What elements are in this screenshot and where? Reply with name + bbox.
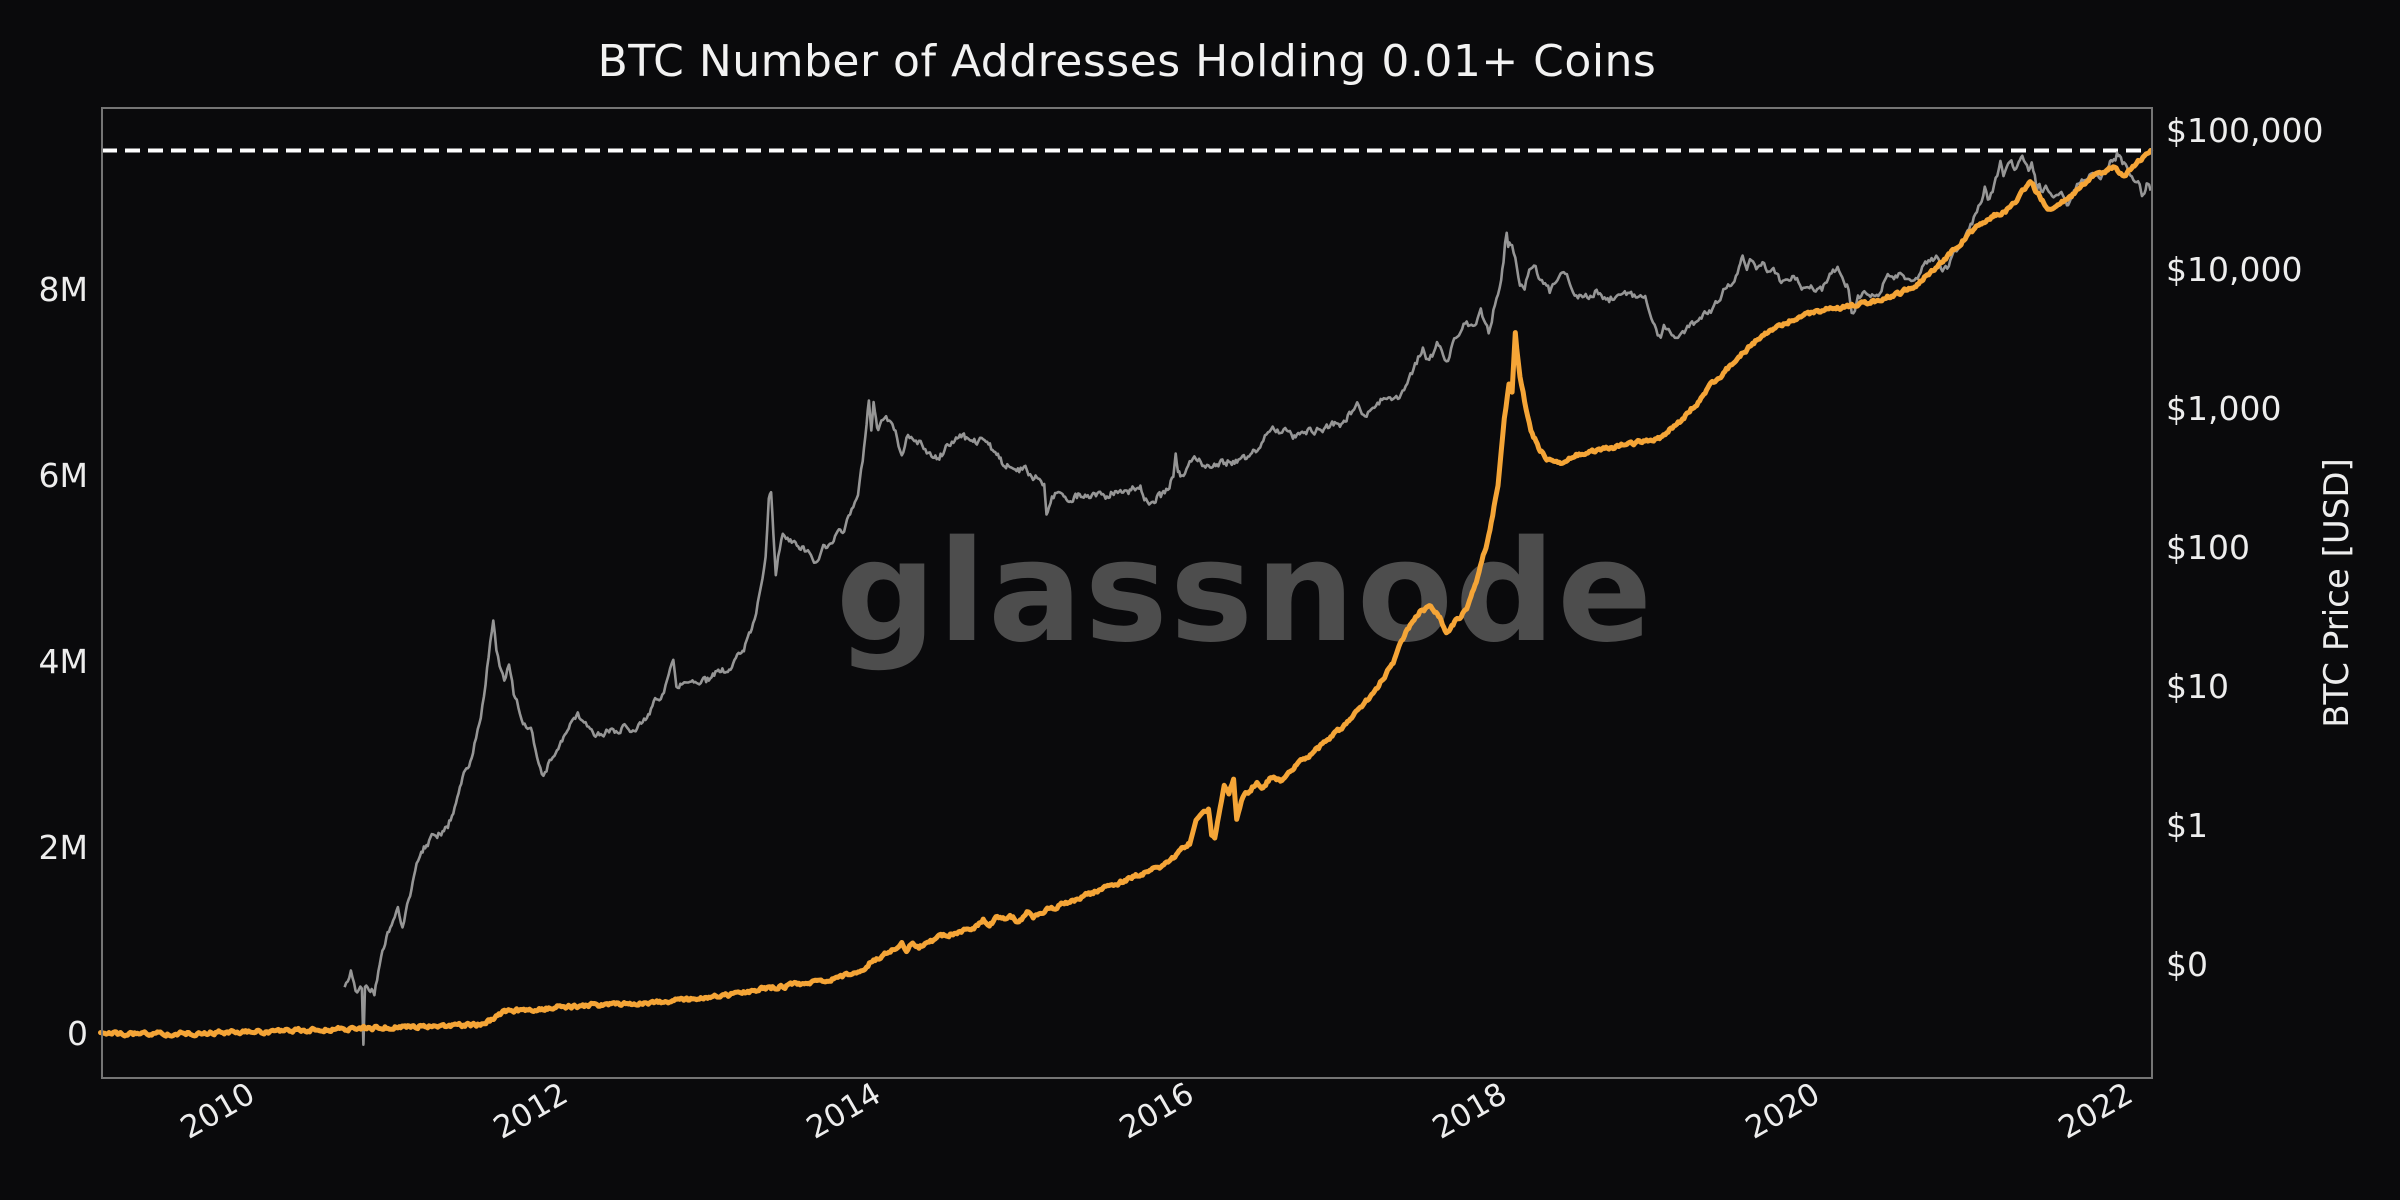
- right-axis-tick-label: $100: [2166, 528, 2250, 567]
- right-axis-tick-label: $10,000: [2166, 250, 2302, 289]
- metric-line: [98, 148, 2154, 1039]
- right-axis-tick-label: $1,000: [2166, 389, 2281, 428]
- right-axis-tick-label: $10: [2166, 667, 2229, 706]
- x-axis-tick-label: 2018: [1427, 1076, 1513, 1147]
- left-axis-tick-label: 4M: [39, 642, 88, 681]
- x-axis-tick-label: 2014: [801, 1076, 887, 1147]
- left-axis-tick-label: 2M: [39, 828, 88, 867]
- x-axis-tick-label: 2010: [175, 1076, 261, 1147]
- left-axis-tick-label: 6M: [39, 456, 88, 495]
- right-axis-title: BTC Price [USD]: [2317, 458, 2357, 728]
- plot-border: [101, 107, 2153, 1079]
- x-axis-tick-label: 2020: [1740, 1076, 1826, 1147]
- chart-title: BTC Number of Addresses Holding 0.01+ Co…: [597, 36, 1657, 87]
- x-axis-tick-label: 2012: [488, 1076, 574, 1147]
- right-axis-tick-label: $100,000: [2166, 111, 2323, 150]
- left-axis-tick-label: 0: [67, 1014, 88, 1053]
- x-axis-tick-label: 2016: [1114, 1076, 1200, 1147]
- right-axis-tick-label: $0: [2166, 945, 2208, 984]
- left-axis-tick-label: 8M: [39, 270, 88, 309]
- watermark-text: glassnode: [836, 511, 1654, 674]
- right-axis-tick-label: $1: [2166, 806, 2208, 845]
- x-axis-tick-label: 2022: [2053, 1076, 2139, 1147]
- price-line: [343, 151, 2152, 1046]
